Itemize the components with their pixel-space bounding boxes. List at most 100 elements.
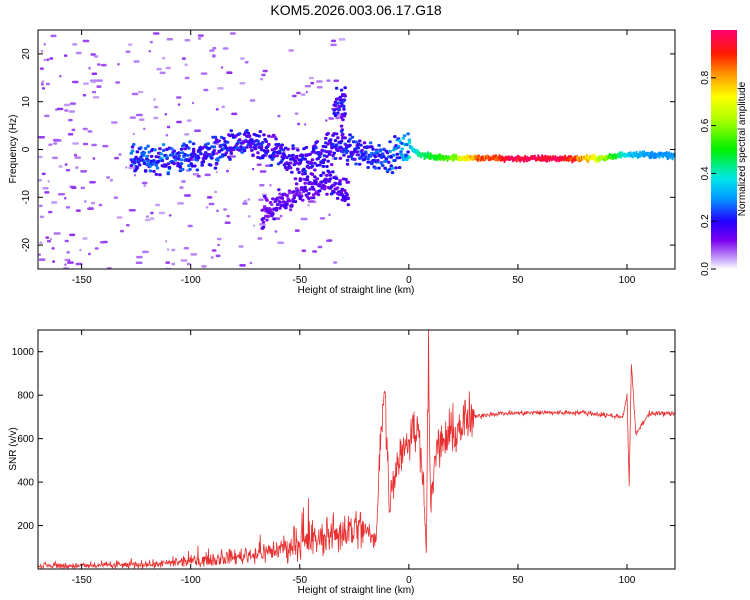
snr-plot-area [38,330,675,569]
spectrogram-cell [161,143,166,147]
spectrogram-noise-cell [136,255,143,259]
spectrogram-noise-cell [64,163,68,166]
spectrogram-cell [345,162,350,166]
spectrogram-noise-cell [52,138,60,142]
spectrogram-cell [275,203,280,207]
spectrogram-noise-cell [91,90,97,94]
snr-y-tick-label: 800 [17,391,34,402]
spectrogram-cell [250,138,254,142]
spectrogram-noise-cell [165,134,169,137]
spectrogram-noise-cell [239,264,246,267]
spectrogram-noise-cell [212,47,217,50]
spectrogram-noise-cell [307,204,310,207]
spectrogram-noise-cell [247,198,251,201]
spectrogram-noise-cell [53,232,61,235]
spectrogram-noise-cell [253,224,256,227]
spectrogram-noise-cell [331,39,336,43]
spectrogram-noise-cell [257,237,263,240]
snr-y-tick-label: 1000 [12,347,35,358]
spectrogram-noise-cell [211,249,217,252]
spectrogram-cell [342,107,346,111]
spectrogram-noise-cell [44,114,50,118]
spectrogram-noise-cell [181,180,186,183]
spectrogram-cell [333,157,338,160]
spectrogram-cell [339,88,344,92]
spectrogram-cell [138,163,142,167]
spectrogram-cell [265,198,269,202]
spectrogram-cell [208,163,213,167]
spectrogram-noise-cell [203,88,209,92]
spectrogram-cell [223,144,227,148]
spectrogram-cell [405,158,409,161]
spectrogram-cell [326,159,330,163]
spectrogram-cell [188,157,192,161]
spectrogram-cell [247,135,252,138]
spectrogram-noise-cell [226,169,229,173]
spectrogram-cell [284,206,288,210]
spectrogram-cell [325,173,329,177]
spectrogram-noise-cell [200,72,208,75]
spectrogram-cell [370,151,374,155]
spectrogram-noise-cell [139,118,145,121]
spectrogram-cell [193,152,197,156]
spectrogram-noise-cell [288,49,294,52]
spectrogram-noise-cell [316,80,323,83]
spectrogram-cell [129,151,134,155]
spectrogram-cell [291,144,295,148]
spectrogram-cell [149,154,154,158]
spectrogram-cell [368,141,373,145]
spectrogram-cell [139,146,143,150]
spectrogram-y-tick-label: -10 [21,190,32,205]
spectrogram-cell [278,206,282,210]
spectrogram-cell [257,134,261,138]
spectrogram-cell [205,154,209,158]
spectrogram-noise-cell [102,240,108,244]
spectrogram-cell [261,220,266,224]
spectrogram-cell [310,172,315,176]
spectrogram-noise-cell [204,173,211,177]
spectrogram-cell [346,197,351,200]
spectrogram-cell [338,182,342,186]
spectrogram-noise-cell [165,240,168,243]
spectrogram-noise-cell [168,214,172,217]
spectrogram-cell [228,157,232,161]
spectrogram-noise-cell [165,66,171,70]
spectrogram-cell [313,161,317,165]
spectrogram-noise-cell [223,208,228,211]
spectrogram-noise-cell [328,117,334,120]
spectrogram-noise-cell [214,190,217,194]
spectrogram-noise-cell [84,200,87,203]
spectrogram-cell [262,154,266,158]
spectrogram-cell [278,151,282,155]
spectrogram-cell [130,145,135,149]
spectrogram-noise-cell [301,249,307,252]
spectrogram-cell [214,161,219,165]
snr-x-ticks: -150 -100 -50 0 50 100 [72,330,636,586]
spectrogram-noise-cell [265,164,271,167]
spectrogram-cell [329,163,334,167]
spectrogram-cell [665,151,668,155]
spectrogram-noise-cell [52,156,58,160]
spectrogram-cell [309,161,313,165]
spectrogram-cell [331,142,335,146]
spectrogram-cell [333,181,337,185]
spectrogram-noise-cell [72,142,79,145]
spectrogram-noise-cell [192,173,199,176]
spectrogram-cell [316,193,321,197]
spectrogram-cell [227,155,231,159]
spectrogram-noise-cell [114,156,119,160]
spectrogram-noise-cell [74,156,81,159]
spectrogram-noise-cell [192,101,195,105]
spectrogram-cell [238,138,242,142]
spectrogram-cell [154,172,159,176]
spectrogram-noise-cell [88,67,91,70]
spectrogram-noise-cell [300,93,306,96]
spectrogram-cell [406,150,410,154]
spectrogram-noise-cell [171,248,176,252]
spectrogram-noise-cell [145,215,149,218]
spectrogram-cell [384,157,389,161]
spectrogram-noise-cell [208,202,215,206]
spectrogram-noise-cell [150,211,154,215]
colorbar: 0.0 0.2 0.4 0.6 0.8 Normalized spectral ampl… [700,30,748,276]
spectrogram-cell [327,152,332,156]
